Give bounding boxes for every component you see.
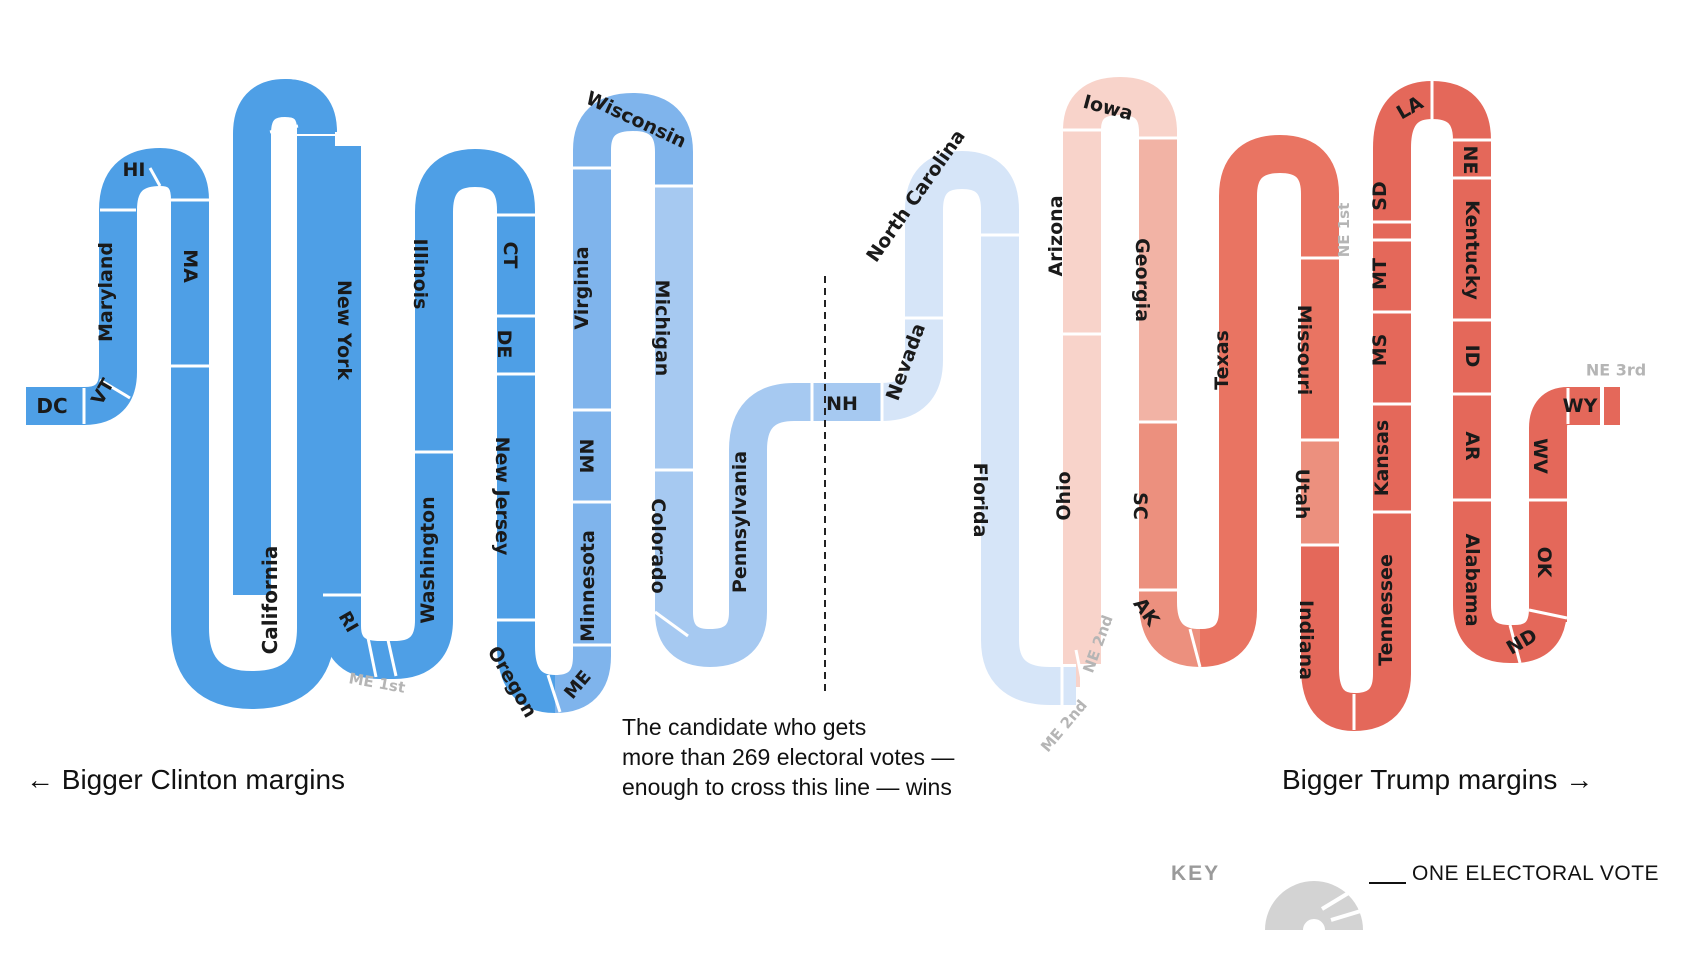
segment-divider bbox=[1508, 624, 1522, 664]
label-wv: WV bbox=[1529, 438, 1551, 474]
segment-ak bbox=[1139, 590, 1202, 667]
key-title: KEY bbox=[1171, 862, 1221, 885]
segment-tn bbox=[1352, 512, 1411, 731]
segment-hi bbox=[99, 148, 162, 212]
label-ny: New York bbox=[333, 280, 355, 380]
segment-divider bbox=[386, 639, 398, 677]
label-nj: New Jersey bbox=[491, 437, 513, 556]
label-il: Illinois bbox=[409, 238, 431, 309]
segment-ca bbox=[233, 79, 287, 140]
label-sc: SC bbox=[1129, 492, 1151, 520]
segment-nc bbox=[905, 150, 1019, 318]
label-ma: MA bbox=[179, 249, 201, 283]
label-al: Alabama bbox=[1461, 533, 1483, 626]
segment-tx bbox=[1198, 134, 1339, 667]
label-nh: NH bbox=[826, 393, 858, 415]
key-arc-divider bbox=[1330, 908, 1365, 922]
label-de: DE bbox=[493, 330, 515, 359]
label-me2: ME 2nd bbox=[1037, 696, 1091, 755]
segment-ia bbox=[1063, 76, 1177, 138]
segment-divider bbox=[546, 674, 562, 713]
threshold-note: The candidate who gets more than 269 ele… bbox=[622, 712, 954, 802]
segment-divider bbox=[1188, 628, 1202, 668]
segment-pa bbox=[655, 383, 830, 668]
segment-divider bbox=[269, 124, 299, 134]
label-dc: DC bbox=[36, 394, 67, 418]
segment-al bbox=[1453, 500, 1514, 663]
segment-or bbox=[497, 620, 557, 713]
label-pa: Pennsylvania bbox=[729, 451, 751, 593]
segment-nv bbox=[880, 318, 943, 421]
label-ne3: NE 3rd bbox=[1586, 361, 1646, 380]
segment-divider bbox=[99, 378, 131, 400]
label-id: ID bbox=[1461, 345, 1483, 368]
label-ga: Georgia bbox=[1131, 238, 1153, 322]
label-tx: Texas bbox=[1211, 330, 1233, 390]
key-graphic bbox=[1265, 881, 1406, 932]
segment-divider bbox=[654, 610, 689, 638]
segment-ca bbox=[171, 140, 335, 710]
label-va: Virginia bbox=[571, 246, 593, 329]
segment-divider bbox=[1074, 649, 1086, 691]
segment-divider bbox=[148, 167, 162, 187]
label-md: Maryland bbox=[95, 242, 117, 342]
label-ct: CT bbox=[499, 242, 521, 269]
label-hi: HI bbox=[123, 159, 146, 181]
label-ca: California bbox=[258, 546, 282, 655]
label-tn: Tennessee bbox=[1375, 554, 1397, 666]
label-ms: MS bbox=[1369, 334, 1391, 367]
snake-bands bbox=[26, 76, 1620, 731]
snake-dividers bbox=[82, 81, 1604, 730]
label-in: Indiana bbox=[1295, 600, 1317, 680]
segment-hi bbox=[158, 148, 209, 202]
trump-margins-caption: Bigger Trump margins → bbox=[1282, 764, 1594, 795]
label-ks: Kansas bbox=[1371, 420, 1393, 497]
segment-wi bbox=[573, 92, 693, 186]
segment-vt bbox=[82, 368, 137, 425]
label-nm: NM bbox=[575, 439, 597, 474]
key-arc-divider bbox=[1320, 887, 1357, 911]
label-ky: Kentucky bbox=[1461, 200, 1483, 300]
label-ok: OK bbox=[1533, 547, 1555, 579]
segment-il bbox=[415, 148, 535, 452]
label-mt: MT bbox=[1369, 258, 1391, 290]
threshold-note-line: The candidate who gets bbox=[622, 714, 867, 740]
label-sd: SD bbox=[1369, 181, 1391, 210]
key-arc bbox=[1265, 881, 1363, 932]
label-wy: WY bbox=[1563, 395, 1598, 417]
segment-ny bbox=[283, 79, 337, 134]
segment-in bbox=[1301, 545, 1356, 731]
label-mi: Michigan bbox=[651, 280, 673, 377]
label-co: Colorado bbox=[647, 498, 669, 593]
label-ne1: NE 1st bbox=[1335, 203, 1353, 258]
segment-me bbox=[553, 645, 611, 713]
label-ut: Utah bbox=[1291, 469, 1313, 520]
label-fl: Florida bbox=[969, 463, 991, 538]
segment-fl bbox=[981, 235, 1062, 705]
segment-wa bbox=[392, 452, 453, 679]
segment-sd bbox=[1373, 81, 1434, 222]
label-wa: Washington bbox=[417, 496, 439, 623]
key-description: ONE ELECTORAL VOTE bbox=[1412, 862, 1660, 885]
segment-la bbox=[1430, 81, 1491, 142]
segment-divider bbox=[1528, 608, 1568, 620]
label-ar: AR bbox=[1461, 431, 1483, 461]
label-mo: Missouri bbox=[1293, 305, 1315, 396]
threshold-note-line: more than 269 electoral votes — bbox=[622, 744, 955, 770]
label-az: Arizona bbox=[1045, 195, 1067, 276]
label-ne: NE bbox=[1459, 146, 1481, 175]
segment-divider bbox=[364, 627, 378, 678]
clinton-margins-caption: ← Bigger Clinton margins bbox=[26, 764, 346, 795]
segment-wv bbox=[1529, 387, 1570, 500]
label-oh: Ohio bbox=[1053, 471, 1075, 520]
label-mn: Minnesota bbox=[577, 530, 599, 642]
threshold-note-line: enough to cross this line — wins bbox=[622, 774, 952, 800]
